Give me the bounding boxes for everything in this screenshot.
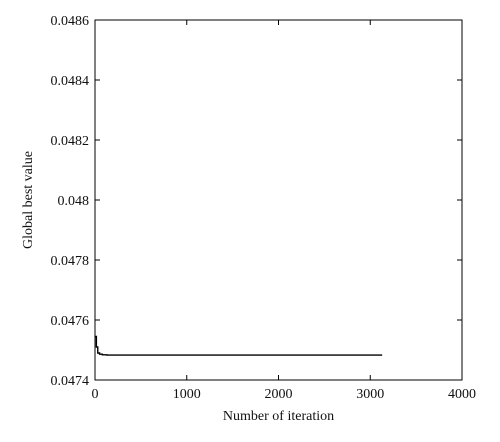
y-tick-label: 0.0476 [51, 314, 90, 329]
y-axis-title: Global best value [21, 151, 36, 249]
x-axis-title: Number of iteration [223, 409, 334, 424]
x-tick-label: 1000 [173, 387, 201, 402]
y-tick-label: 0.0482 [51, 134, 90, 149]
series-line [95, 335, 383, 356]
x-tick-label: 4000 [448, 387, 476, 402]
y-tick-label: 0.0474 [51, 374, 90, 389]
plot-area [94, 19, 463, 381]
x-axis-ticks: 0 1000 2000 3000 4000 [92, 20, 476, 402]
y-tick-label: 0.0486 [51, 14, 90, 29]
y-axis-ticks: 0.0474 0.0476 0.0478 0.048 0.0482 0.0484 0.048… [51, 14, 462, 389]
x-tick-label: 2000 [265, 387, 293, 402]
y-tick-label: 0.0484 [51, 74, 90, 89]
y-tick-label: 0.048 [58, 194, 90, 209]
y-tick-label: 0.0478 [51, 254, 90, 269]
x-tick-label: 0 [92, 387, 99, 402]
x-tick-label: 3000 [356, 387, 384, 402]
